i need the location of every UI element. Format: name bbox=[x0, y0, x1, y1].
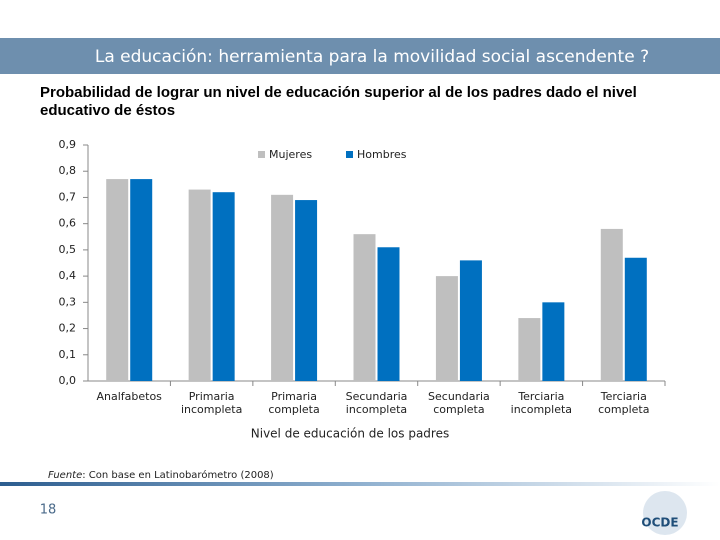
y-tick-label: 0,8 bbox=[59, 164, 77, 177]
subtitle: Probabilidad de lograr un nivel de educa… bbox=[40, 84, 637, 119]
source: Fuente: Con base en Latinobarómetro (200… bbox=[48, 469, 274, 481]
logo-globe bbox=[643, 491, 687, 535]
slide-title: La educación: herramienta para la movili… bbox=[95, 47, 649, 67]
source-label: Fuente bbox=[48, 470, 82, 481]
bar bbox=[600, 228, 623, 381]
footer-stripe bbox=[0, 482, 720, 486]
y-tick-label: 0,5 bbox=[59, 243, 77, 256]
y-tick-label: 0,0 bbox=[59, 374, 77, 387]
bar bbox=[353, 234, 376, 381]
y-tick-label: 0,7 bbox=[59, 190, 77, 203]
bar bbox=[377, 247, 400, 381]
y-tick-label: 0,2 bbox=[59, 322, 77, 335]
bar bbox=[518, 318, 541, 381]
x-tick-label: Secundaria completa bbox=[428, 390, 490, 416]
x-tick-label: Terciaria incompleta bbox=[510, 390, 573, 416]
x-tick-label: Secundaria incompleta bbox=[345, 390, 408, 416]
logo: OCDE bbox=[641, 516, 678, 530]
bar bbox=[106, 179, 129, 381]
bar bbox=[130, 179, 153, 381]
source-text: : Con base en Latinobarómetro (2008) bbox=[82, 469, 274, 481]
x-tick-label: Primaria completa bbox=[268, 390, 320, 416]
bar bbox=[295, 200, 318, 381]
y-tick-label: 0,4 bbox=[59, 269, 77, 282]
bar bbox=[188, 189, 211, 381]
bar bbox=[435, 276, 458, 381]
x-tick-label: Terciaria completa bbox=[598, 390, 650, 416]
y-tick-label: 0,3 bbox=[59, 295, 77, 308]
x-axis-title: Nivel de educación de los padres bbox=[251, 427, 449, 441]
y-tick-label: 0,9 bbox=[59, 138, 77, 151]
y-tick-label: 0,1 bbox=[59, 348, 77, 361]
legend-swatch bbox=[346, 151, 353, 158]
y-tick-label: 0,6 bbox=[59, 217, 77, 230]
legend-label: Hombres bbox=[357, 148, 407, 161]
bar bbox=[542, 302, 565, 381]
bar bbox=[459, 260, 482, 381]
x-tick-label: Analfabetos bbox=[96, 390, 162, 403]
legend-label: Mujeres bbox=[269, 148, 312, 161]
header-band bbox=[0, 38, 720, 74]
legend-swatch bbox=[258, 151, 265, 158]
bar bbox=[212, 192, 235, 381]
x-tick-label: Primaria incompleta bbox=[180, 390, 243, 416]
page-number: 18 bbox=[40, 503, 57, 518]
bar bbox=[271, 194, 294, 381]
bar bbox=[624, 257, 647, 381]
